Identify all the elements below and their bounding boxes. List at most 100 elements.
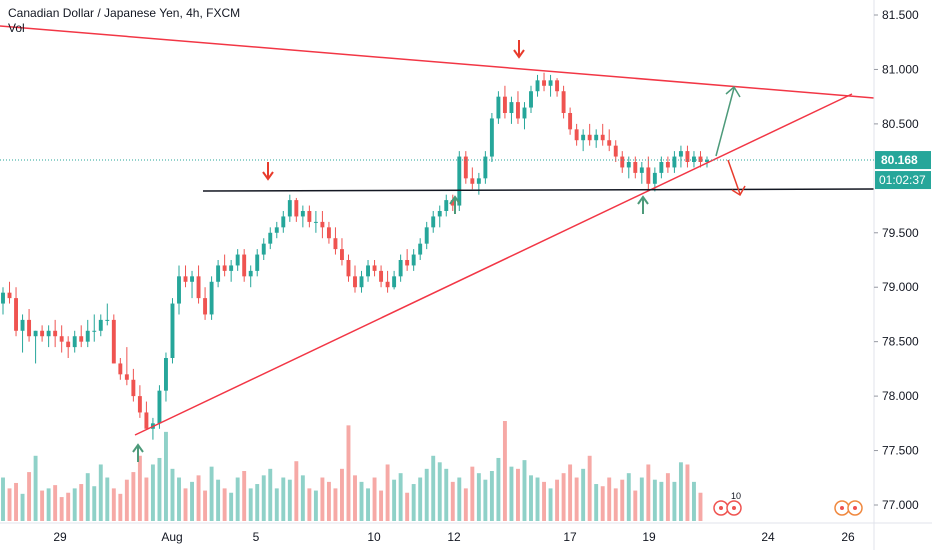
volume-bar bbox=[418, 477, 423, 521]
candle bbox=[268, 227, 273, 250]
candle bbox=[483, 151, 488, 184]
volume-bar bbox=[222, 488, 227, 521]
time-tick-label: Aug bbox=[161, 530, 182, 544]
volume-bar bbox=[542, 481, 546, 521]
volume-bar bbox=[476, 473, 481, 521]
volume-bar bbox=[164, 431, 168, 521]
volume-bar bbox=[33, 455, 38, 521]
candle bbox=[379, 265, 384, 288]
candle bbox=[359, 270, 364, 293]
volume-bar bbox=[489, 471, 494, 521]
event-badge-icon[interactable] bbox=[834, 500, 863, 516]
candle bbox=[118, 358, 123, 380]
support-line[interactable] bbox=[202, 188, 875, 192]
volume-bar bbox=[248, 488, 253, 521]
volume-bar bbox=[385, 464, 390, 521]
volume-bar bbox=[170, 468, 175, 521]
candle bbox=[502, 85, 507, 119]
volume-bar bbox=[522, 460, 527, 521]
candle bbox=[522, 102, 527, 130]
price-tick-label: 77.500 bbox=[882, 444, 919, 458]
candle bbox=[72, 330, 77, 353]
volume-bar bbox=[568, 464, 573, 521]
chart-legend: Canadian Dollar / Japanese Yen, 4h, FXCM… bbox=[8, 6, 240, 36]
price-tick-label: 79.500 bbox=[882, 226, 919, 240]
candle bbox=[20, 314, 25, 353]
volume-bar bbox=[450, 481, 455, 521]
candle bbox=[242, 249, 247, 282]
candle bbox=[431, 211, 436, 233]
time-tick-label: 17 bbox=[563, 530, 577, 544]
candle bbox=[183, 265, 188, 288]
volume-bar bbox=[607, 477, 612, 521]
arrow-up-icon bbox=[132, 443, 144, 462]
candle bbox=[7, 281, 12, 304]
candle bbox=[307, 205, 312, 228]
indicator-badge-count: 10 bbox=[731, 491, 741, 501]
candle bbox=[131, 368, 136, 402]
volume-bar bbox=[268, 468, 273, 521]
candle bbox=[346, 254, 351, 282]
candle bbox=[398, 254, 403, 282]
candle bbox=[33, 330, 38, 364]
volume-bar bbox=[137, 455, 142, 521]
volume-bar bbox=[196, 475, 201, 521]
candle bbox=[705, 156, 709, 168]
volume-bar bbox=[529, 475, 533, 521]
volume-bar bbox=[7, 488, 12, 521]
candle bbox=[216, 260, 221, 288]
candle bbox=[613, 140, 618, 162]
volume-bar bbox=[98, 464, 103, 521]
volume-bar bbox=[379, 490, 384, 521]
volume-bar bbox=[574, 477, 579, 521]
price-scale[interactable] bbox=[874, 0, 932, 550]
volume-bar bbox=[633, 490, 638, 521]
candle bbox=[444, 194, 449, 217]
descending-trendline[interactable] bbox=[0, 25, 875, 99]
volume-bar bbox=[85, 473, 90, 521]
arrow-up-icon bbox=[637, 195, 649, 214]
candle bbox=[561, 85, 566, 119]
volume-bar bbox=[672, 481, 677, 521]
volume-bar bbox=[59, 497, 64, 521]
candle bbox=[287, 194, 292, 222]
volume-bar bbox=[483, 479, 488, 521]
volume-bar bbox=[444, 468, 449, 521]
candle bbox=[196, 265, 201, 304]
candle bbox=[157, 385, 162, 429]
candle bbox=[111, 314, 116, 364]
volume-bar bbox=[229, 492, 234, 521]
candle bbox=[581, 129, 586, 152]
volume-bar bbox=[105, 477, 110, 521]
candle bbox=[53, 319, 58, 348]
volume-bar bbox=[320, 477, 325, 521]
volume-bar bbox=[92, 486, 97, 521]
candle bbox=[229, 260, 234, 282]
volume-bar bbox=[698, 492, 703, 521]
candle bbox=[457, 151, 462, 211]
volume-bar bbox=[613, 488, 618, 521]
volume-bar bbox=[203, 490, 208, 521]
ascending-trendline[interactable] bbox=[134, 93, 853, 436]
candle bbox=[14, 287, 18, 337]
event-badge-icon[interactable]: 10 bbox=[713, 491, 742, 516]
candle bbox=[372, 260, 377, 277]
volume-bar bbox=[639, 477, 644, 521]
volume-bar bbox=[20, 493, 25, 521]
candle bbox=[190, 270, 194, 299]
candle bbox=[274, 221, 279, 239]
volume-bar bbox=[405, 492, 410, 521]
volume-bar bbox=[255, 484, 260, 521]
volume-bar bbox=[463, 488, 468, 521]
candle bbox=[659, 156, 664, 179]
volume-bar bbox=[437, 462, 442, 521]
candle bbox=[353, 265, 357, 293]
candle bbox=[424, 221, 429, 250]
arrow-down-icon bbox=[513, 40, 525, 59]
candle bbox=[620, 151, 625, 173]
candle bbox=[203, 287, 208, 320]
candle bbox=[85, 319, 90, 348]
